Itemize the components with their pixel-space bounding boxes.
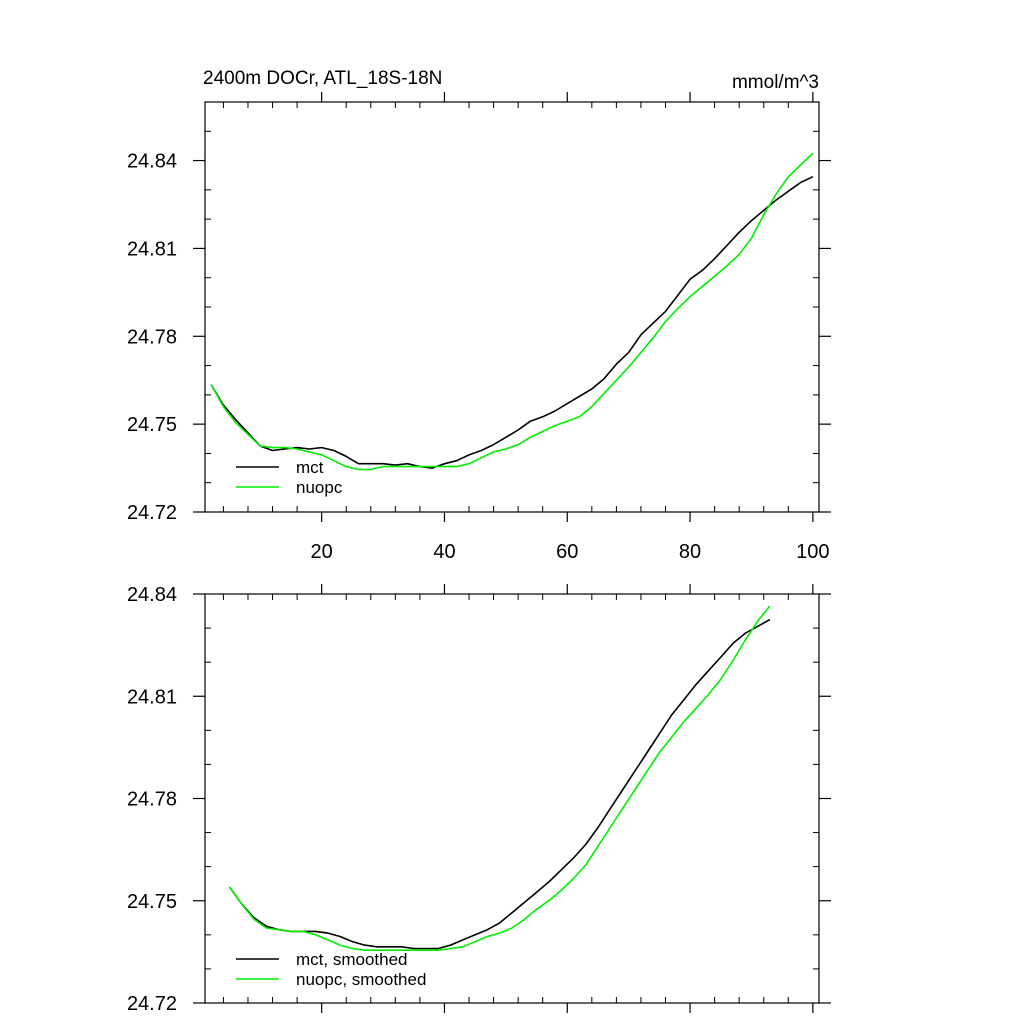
y-tick-label: 24.75 (127, 891, 177, 913)
y-tick-label: 24.72 (127, 502, 177, 524)
bottom-chart-panel: 24.72 24.75 24.78 24.81 24.84 mct, smoothedn… (127, 584, 831, 1015)
legend-label: nuopc, smoothed (296, 970, 426, 989)
y-tick-label: 24.81 (127, 686, 177, 708)
legend-label: nuopc (296, 478, 343, 497)
series-line (210, 152, 814, 471)
legend-label: mct, smoothed (296, 950, 408, 969)
y-tick-label: 24.72 (127, 993, 177, 1015)
y-tick-label: 24.78 (127, 789, 177, 811)
top-axes: 20 40 60 80 100 24.72 24.75 24.78 24.81 24.84 (127, 92, 831, 563)
y-tick-label: 24.75 (127, 414, 177, 436)
legend-label: mct (296, 458, 324, 477)
series-line (228, 605, 771, 951)
top-chart-panel: 2400m DOCr, ATL_18S-18N mmol/m^3 20 40 60 8… (127, 68, 831, 563)
chart-title: 2400m DOCr, ATL_18S-18N (203, 68, 442, 89)
x-tick-label: 80 (679, 541, 701, 563)
plot-frame (204, 101, 820, 513)
x-tick-label: 100 (796, 541, 829, 563)
bottom-axes: 24.72 24.75 24.78 24.81 24.84 (127, 584, 831, 1015)
y-tick-label: 24.84 (127, 584, 177, 606)
x-tick-label: 20 (311, 541, 333, 563)
y-tick-label: 24.84 (127, 151, 177, 173)
y-tick-label: 24.81 (127, 238, 177, 260)
top-plot-lines (210, 152, 814, 471)
units-label: mmol/m^3 (732, 72, 819, 93)
x-tick-label: 60 (556, 541, 578, 563)
series-line (228, 618, 771, 950)
y-tick-label: 24.78 (127, 326, 177, 348)
series-line (210, 175, 814, 469)
x-tick-label: 40 (433, 541, 455, 563)
plot-frame (204, 593, 820, 1004)
bottom-plot-lines (228, 605, 771, 951)
